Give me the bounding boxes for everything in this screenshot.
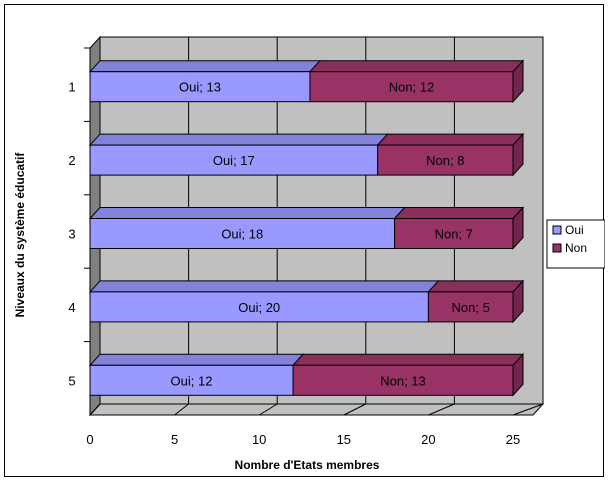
x-tick-label: 0 (86, 432, 93, 447)
bar-side-face (512, 206, 524, 250)
legend-swatch (552, 243, 562, 253)
floor-gridline (174, 403, 189, 416)
floor-gridline (512, 403, 544, 416)
legend: Oui Non (546, 219, 606, 269)
floor-gridline (258, 403, 278, 416)
bar-non-2 (377, 144, 514, 176)
y-tick-label: 3 (68, 227, 75, 242)
bar-top-face (393, 207, 525, 219)
bar-top-face (88, 133, 389, 146)
data-label: Non; 13 (380, 373, 426, 388)
bar-top-face (427, 280, 525, 293)
bar-non-3 (394, 218, 514, 249)
y-tick-label: 4 (68, 300, 75, 315)
data-label: Non; 12 (389, 80, 435, 95)
x-tick-label: 5 (171, 432, 178, 447)
x-tick-label: 15 (337, 432, 351, 447)
data-label: Oui; 20 (238, 300, 280, 315)
bar-oui-4 (89, 291, 429, 323)
data-label: Non; 8 (426, 153, 464, 168)
chart-svg: Oui; 13 Non; 12 Oui; 17 Non; 8 Oui; 18 Non; 7… (13, 35, 606, 472)
bar-top-face (376, 133, 525, 146)
data-label: Oui; 13 (179, 80, 221, 95)
floor-gridline (428, 403, 455, 416)
data-label: Non; 7 (435, 227, 473, 242)
bar-oui-3 (89, 218, 396, 249)
bar-side-face (512, 279, 524, 324)
x-tick-label: 20 (421, 432, 435, 447)
y-tick-label: 2 (68, 153, 75, 168)
x-tick-label: 25 (506, 432, 520, 447)
bar-top-face (88, 280, 440, 293)
data-label: Non; 5 (452, 300, 490, 315)
axis-ticks: 0 5 10 15 20 25 1 2 3 4 5 (68, 47, 520, 447)
data-label: Oui; 18 (221, 227, 263, 242)
bar-top-face (88, 207, 406, 219)
chart-floor (88, 403, 545, 416)
bar-side-face (512, 59, 524, 103)
bar-group: Oui; 13 Non; 12 Oui; 17 Non; 8 Oui; 18 Non; 7… (88, 59, 525, 397)
data-label: Oui; 17 (213, 153, 255, 168)
y-axis-title: Niveaux du système éducatif (13, 152, 27, 318)
bar-top-face (88, 353, 305, 366)
bar-top-face (291, 353, 525, 366)
legend-label: Oui (565, 223, 584, 237)
bar-non-5 (292, 364, 514, 396)
floor-gridline (89, 403, 101, 416)
x-tick-label: 10 (252, 432, 266, 447)
bar-side-face (512, 132, 524, 177)
bar-top-face (308, 60, 525, 73)
bar-side-face (512, 353, 524, 397)
x-axis-title: Nombre d'Etats membres (235, 458, 380, 472)
y-tick-label: 5 (68, 373, 75, 388)
bar-non-4 (427, 291, 514, 323)
bar-oui-2 (89, 144, 379, 176)
data-label: Oui; 12 (171, 373, 213, 388)
legend-swatch (552, 225, 562, 235)
floor-gridline (343, 403, 367, 416)
legend-label: Non (565, 241, 587, 255)
y-tick-label: 1 (68, 80, 75, 95)
bar-top-face (88, 60, 322, 73)
chart-frame: Oui; 13 Non; 12 Oui; 17 Non; 8 Oui; 18 Non; 7… (4, 4, 606, 477)
bar-non-1 (309, 71, 514, 103)
